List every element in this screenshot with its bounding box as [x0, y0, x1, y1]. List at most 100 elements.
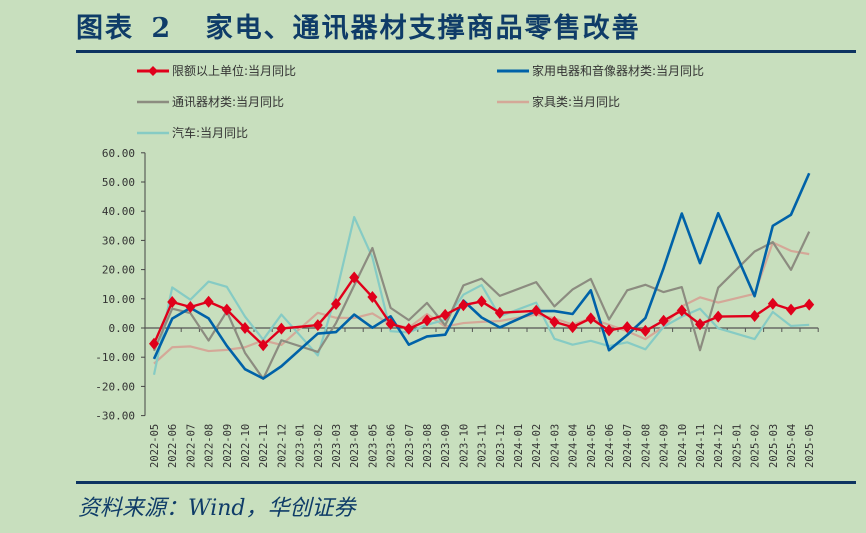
diamond-marker-icon: [403, 322, 414, 335]
diamond-marker-icon: [149, 337, 159, 350]
diamond-marker-icon: [367, 291, 378, 304]
x-tick-label: 2025-04: [786, 424, 798, 468]
y-axis: 60.00 50.00 40.00 30.00 20.00 10.00 0.00 -10.00…: [95, 147, 146, 423]
x-tick-label: 2024-04: [568, 424, 580, 468]
x-tick-label: 2023-02: [313, 424, 325, 468]
x-tick-label: 2024-09: [659, 424, 671, 468]
y-tick-label: -10.00: [95, 351, 135, 364]
diamond-marker-icon: [713, 310, 724, 323]
figure-number: 2: [151, 13, 173, 44]
diamond-marker-icon: [695, 318, 705, 331]
footer-divider: [76, 481, 856, 484]
x-tick-label: 2024-03: [549, 424, 561, 468]
y-tick-label: -30.00: [95, 410, 135, 423]
diamond-marker-icon: [276, 322, 287, 335]
title-divider: [76, 50, 856, 53]
diamond-marker-icon: [604, 324, 614, 337]
diamond-marker-icon: [312, 319, 323, 332]
diamond-marker-icon: [640, 324, 651, 337]
y-tick-label: 20.00: [102, 264, 135, 277]
x-tick-label: 2024-06: [604, 424, 616, 468]
x-tick-label: 2022-11: [258, 424, 270, 468]
x-tick-label: 2024-05: [586, 424, 598, 468]
legend-label: 限额以上单位:当月同比: [172, 63, 296, 78]
diamond-marker-icon: [203, 295, 214, 308]
diamond-marker-icon: [440, 308, 451, 321]
diamond-marker-icon: [804, 298, 815, 311]
diamond-marker-icon: [786, 303, 796, 316]
legend-item: 通讯器材类:当月同比: [137, 95, 284, 109]
x-tick-label: 2022-06: [167, 424, 179, 468]
y-tick-label: 60.00: [102, 147, 135, 160]
x-tick-label: 2022-10: [240, 424, 252, 468]
diamond-marker-icon: [494, 306, 505, 319]
y-tick-label: 40.00: [102, 205, 135, 218]
source-note: 资料来源：Wind，华创证券: [78, 496, 356, 521]
diamond-marker-icon: [221, 303, 232, 316]
x-tick-label: 2023-04: [349, 424, 361, 468]
y-tick-label: 0.00: [109, 322, 136, 335]
x-tick-label: 2024-12: [713, 424, 725, 468]
legend-item: 限额以上单位:当月同比: [137, 63, 296, 78]
series-line-furniture: [153, 241, 810, 365]
diamond-marker-icon: [585, 312, 596, 325]
legend-item: 家具类:当月同比: [497, 94, 620, 109]
diamond-marker-icon: [549, 315, 560, 328]
x-tick-label: 2022-09: [222, 424, 234, 468]
diamond-marker-icon: [148, 66, 158, 76]
x-tick-label: 2023-03: [331, 424, 343, 468]
x-tick-label: 2025-01: [731, 424, 743, 468]
diamond-marker-icon: [658, 314, 669, 327]
diamond-marker-icon: [567, 321, 578, 334]
y-tick-label: 10.00: [102, 293, 135, 306]
x-tick-label: 2023-05: [367, 424, 379, 468]
x-tick-label: 2023-10: [458, 424, 470, 468]
diamond-marker-icon: [476, 295, 487, 308]
diamond-marker-icon: [185, 300, 196, 313]
figure-label: 图表: [76, 13, 134, 44]
figure-title-text: 家电、通讯器材支撑商品零售改善: [205, 13, 641, 44]
series-line-appliances: [152, 172, 811, 380]
series-line-retail_total: [152, 276, 810, 347]
diamond-marker-icon: [167, 296, 178, 309]
legend-item: 家用电器和音像器材类:当月同比: [497, 63, 704, 78]
legend-item: 汽车:当月同比: [137, 125, 248, 140]
diamond-marker-icon: [622, 321, 633, 334]
x-tick-label: 2022-07: [185, 424, 197, 468]
x-tick-label: 2023-07: [404, 424, 416, 468]
x-tick-label: 2023-09: [440, 424, 452, 468]
diamond-marker-icon: [422, 314, 432, 327]
legend-label: 通讯器材类:当月同比: [172, 95, 284, 109]
legend-label: 家具类:当月同比: [532, 94, 620, 109]
x-axis: 2022-05 2022-06 2022-07 2022-08 2022-09 2022-…: [145, 327, 819, 468]
diamond-marker-icon: [385, 317, 396, 330]
figure-title: 图表 2 家电、通讯器材支撑商品零售改善: [76, 6, 641, 45]
diamond-marker-icon: [349, 271, 360, 284]
x-tick-label: 2024-11: [695, 424, 707, 468]
x-tick-label: 2022-08: [204, 424, 216, 468]
chart-series: [149, 172, 815, 380]
x-tick-label: 2023-12: [495, 424, 507, 468]
legend-label: 汽车:当月同比: [172, 125, 248, 140]
diamond-marker-icon: [767, 297, 778, 310]
y-tick-label: -20.00: [95, 380, 135, 393]
x-tick-label: 2024-01: [513, 424, 525, 468]
diamond-marker-icon: [531, 304, 542, 317]
diamond-marker-icon: [749, 310, 760, 323]
x-tick-label: 2024-08: [640, 424, 652, 468]
y-tick-label: 50.00: [102, 176, 135, 189]
diamond-marker-icon: [458, 299, 469, 312]
diamond-marker-icon: [240, 322, 250, 334]
x-tick-label: 2023-11: [477, 424, 489, 468]
x-tick-label: 2023-06: [386, 424, 398, 468]
x-tick-label: 2025-05: [804, 424, 816, 468]
x-tick-label: 2022-12: [276, 424, 288, 468]
legend-label: 家用电器和音像器材类:当月同比: [532, 63, 704, 78]
x-tick-label: 2022-05: [149, 424, 161, 468]
x-tick-label: 2024-07: [622, 424, 634, 468]
diamond-marker-icon: [258, 339, 269, 352]
x-tick-label: 2023-08: [422, 424, 434, 468]
x-tick-label: 2024-10: [677, 424, 689, 468]
diamond-marker-icon: [331, 298, 341, 311]
